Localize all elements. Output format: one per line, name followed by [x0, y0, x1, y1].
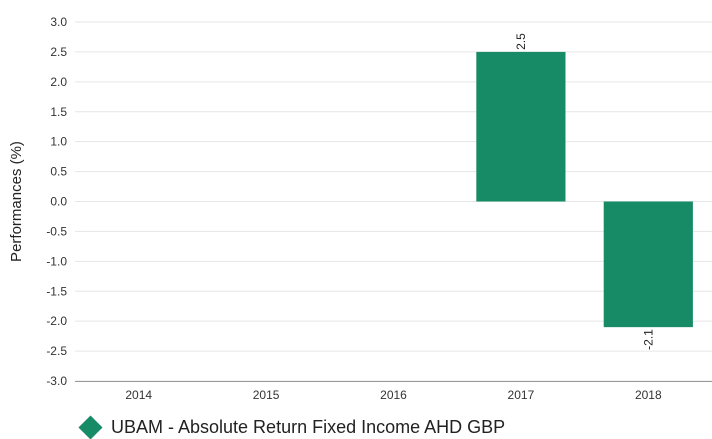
y-tick-label: -0.5 — [46, 224, 67, 238]
y-tick-label: 2.0 — [50, 75, 67, 89]
bar-data-label: -2.1 — [641, 329, 655, 350]
x-tick-label: 2015 — [253, 388, 280, 402]
x-tick-label: 2018 — [635, 388, 662, 402]
y-tick-label: 0.5 — [50, 165, 67, 179]
legend[interactable]: UBAM - Absolute Return Fixed Income AHD … — [78, 414, 506, 439]
y-tick-label: -1.0 — [46, 254, 67, 268]
x-tick-label: 2017 — [508, 388, 535, 402]
bar-data-label: 2.5 — [514, 33, 528, 50]
y-tick-label: -2.0 — [46, 314, 67, 328]
legend-label: UBAM - Absolute Return Fixed Income AHD … — [111, 416, 506, 437]
y-tick-label: 3.0 — [50, 15, 67, 29]
y-tick-label: -1.5 — [46, 284, 67, 298]
y-tick-label: -2.5 — [46, 344, 67, 358]
bar[interactable] — [476, 51, 566, 202]
legend-marker-diamond-icon — [78, 414, 103, 439]
bar[interactable] — [603, 201, 693, 328]
y-tick-label: 1.0 — [50, 135, 67, 149]
y-axis-title: Performances (%) — [8, 141, 25, 262]
y-tick-label: 0.0 — [50, 195, 67, 209]
x-tick-label: 2016 — [380, 388, 407, 402]
y-tick-label: -3.0 — [46, 374, 67, 388]
x-tick-label: 2014 — [125, 388, 152, 402]
y-tick-label: 1.5 — [50, 105, 67, 119]
y-tick-label: 2.5 — [50, 45, 67, 59]
